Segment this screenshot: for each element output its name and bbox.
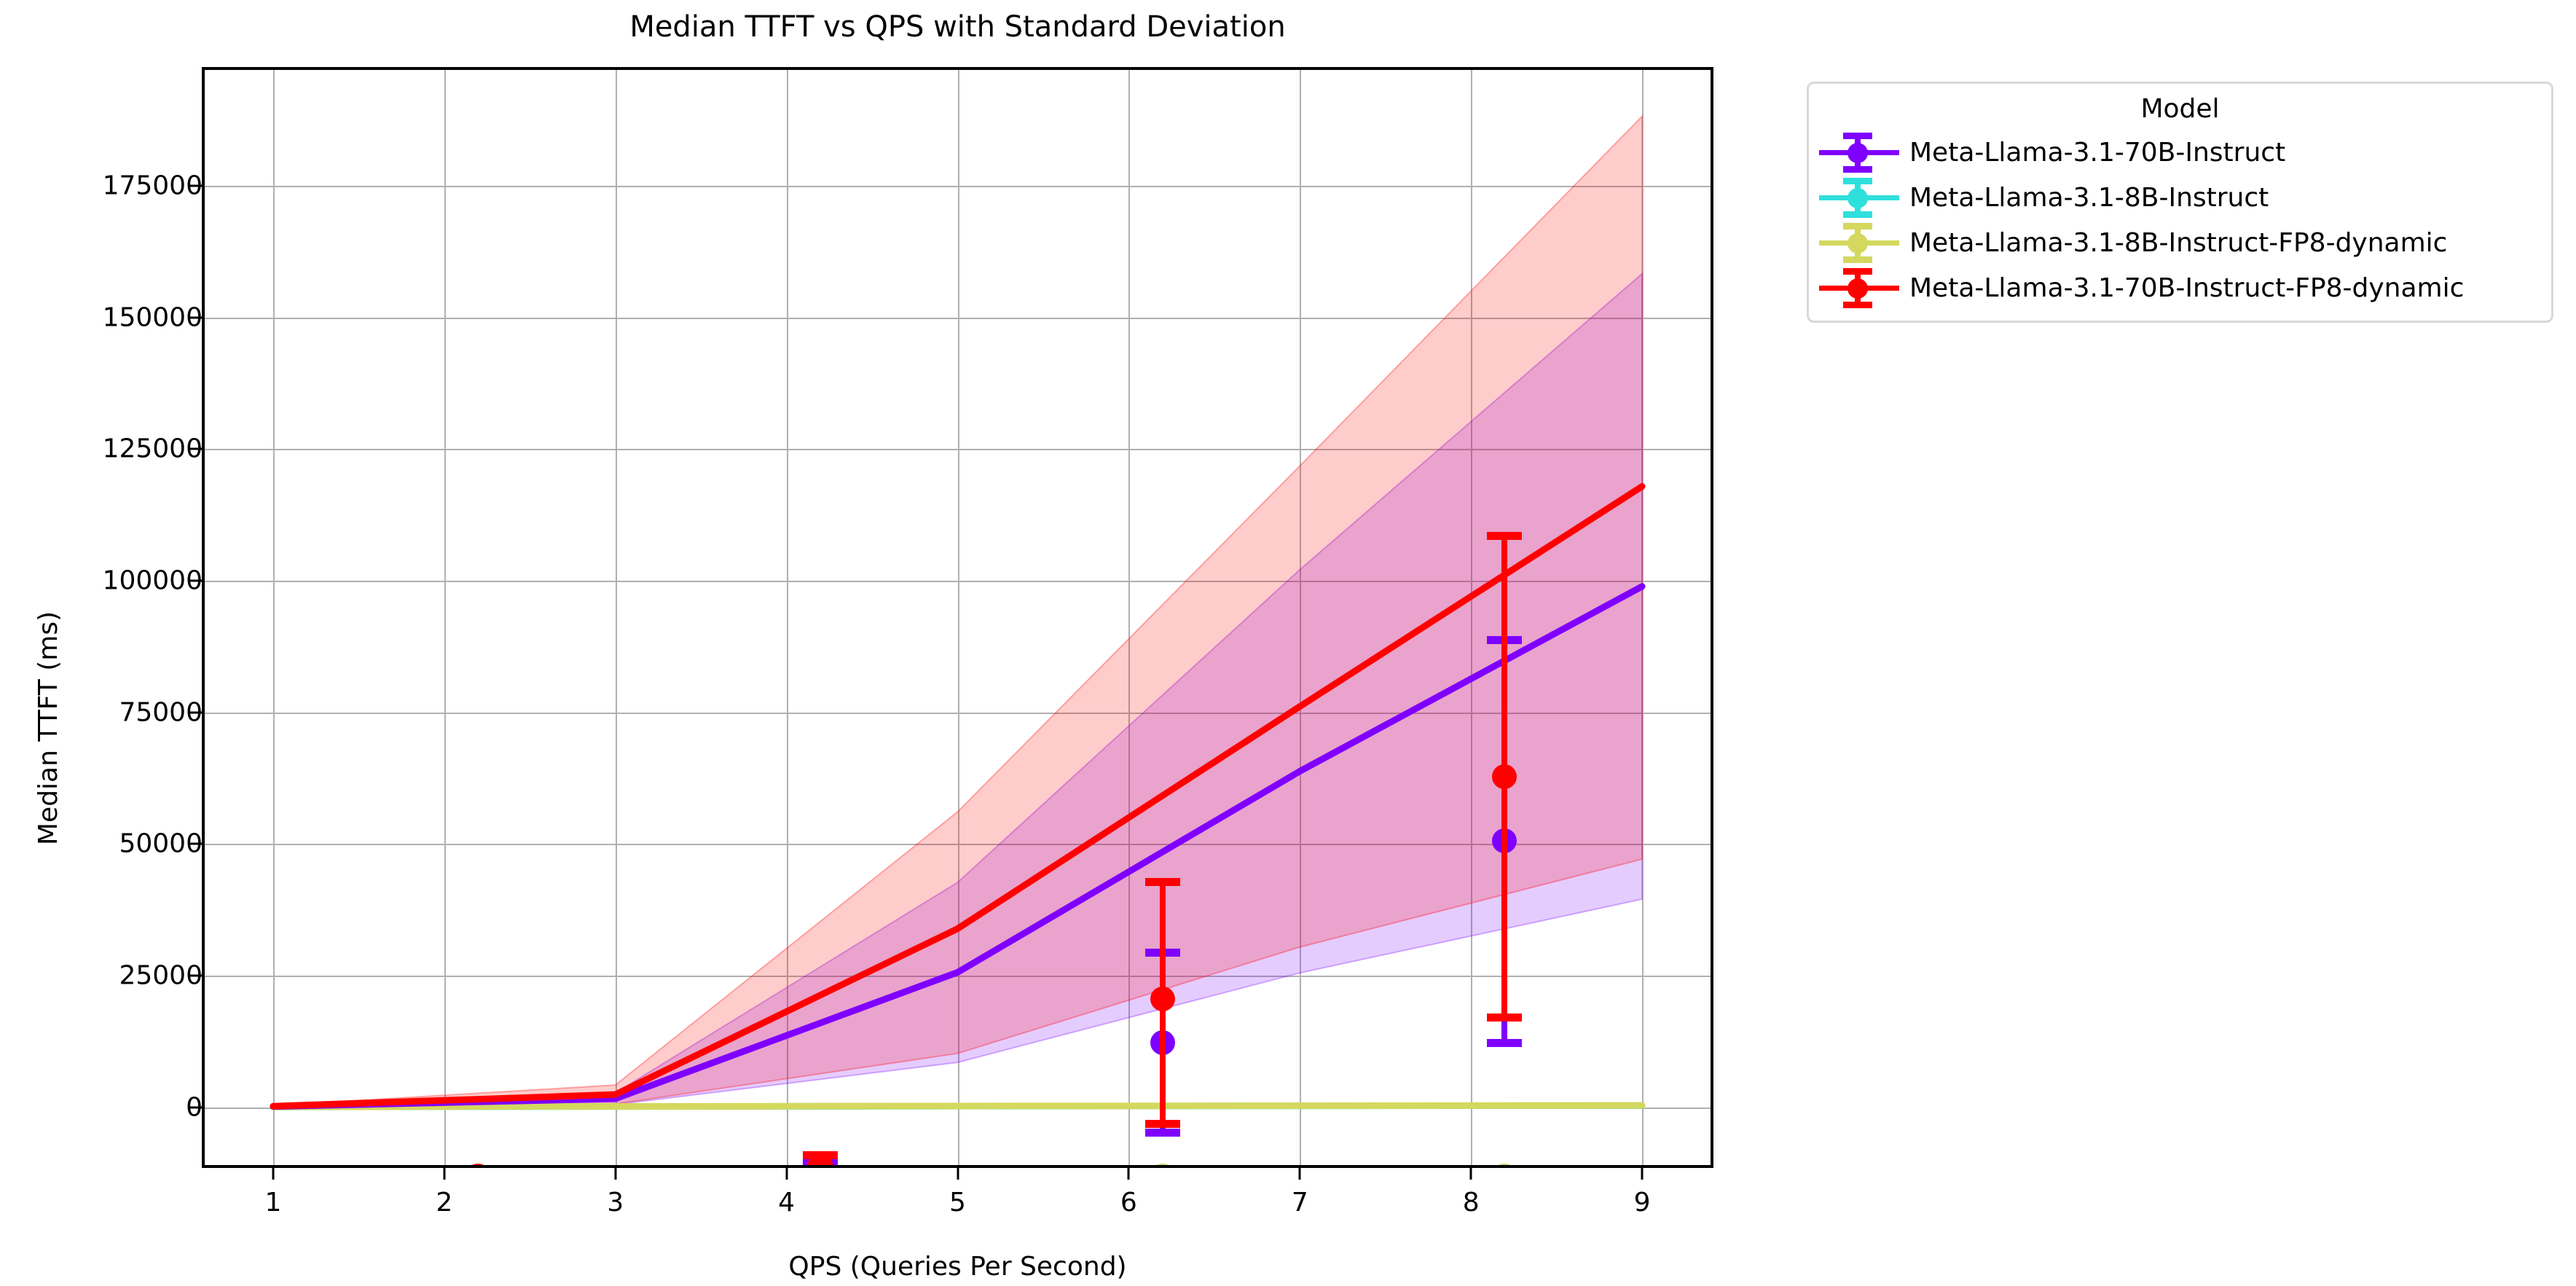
y-tick-label: 150000 xyxy=(102,302,203,333)
chart-title: Median TTFT vs QPS with Standard Deviati… xyxy=(629,10,1286,44)
legend-entries: Meta-Llama-3.1-70B-Instruct Meta-Llama-3.… xyxy=(1819,130,2541,310)
legend-marker-icon xyxy=(1819,223,1899,263)
gridline-vertical xyxy=(272,70,275,1165)
x-tick-label: 2 xyxy=(436,1188,453,1218)
x-tick-label: 7 xyxy=(1291,1188,1308,1218)
y-tick-mark xyxy=(190,842,202,845)
legend-entry[interactable]: Meta-Llama-3.1-70B-Instruct-FP8-dynamic xyxy=(1819,265,2541,310)
plot-area xyxy=(205,70,1711,1165)
x-tick-mark xyxy=(272,1168,275,1180)
data-point-marker xyxy=(1492,764,1517,789)
legend-entry[interactable]: Meta-Llama-3.1-8B-Instruct-FP8-dynamic xyxy=(1819,220,2541,265)
gridline-vertical xyxy=(786,70,788,1165)
error-bar-cap xyxy=(1144,1119,1180,1128)
y-tick-label: 175000 xyxy=(102,170,203,201)
legend-entry-label: Meta-Llama-3.1-70B-Instruct-FP8-dynamic xyxy=(1909,273,2465,303)
x-tick-label: 8 xyxy=(1462,1188,1480,1218)
legend-marker-icon xyxy=(1819,133,1899,173)
error-bar-cap xyxy=(1144,878,1180,887)
plot-frame xyxy=(202,67,1713,1168)
y-tick-mark xyxy=(190,711,202,714)
x-tick-mark xyxy=(443,1168,446,1180)
data-point-marker xyxy=(465,1164,490,1165)
data-point-marker xyxy=(807,1152,833,1165)
legend-marker-icon xyxy=(1819,268,1899,308)
legend-title: Model xyxy=(2140,94,2220,124)
legend-entry-label: Meta-Llama-3.1-8B-Instruct-FP8-dynamic xyxy=(1909,227,2448,258)
gridline-vertical xyxy=(1300,70,1302,1165)
x-tick-mark xyxy=(1469,1168,1472,1180)
y-tick-label: 50000 xyxy=(119,828,203,859)
std-band xyxy=(272,114,1644,1108)
gridline-vertical xyxy=(1471,70,1473,1165)
legend-entry[interactable]: Meta-Llama-3.1-8B-Instruct xyxy=(1819,175,2541,220)
y-tick-label: 75000 xyxy=(119,697,203,728)
data-point-marker xyxy=(1150,986,1175,1011)
y-tick-label: 0 xyxy=(186,1092,203,1122)
error-bar-cap xyxy=(1487,1013,1523,1022)
legend-entry-label: Meta-Llama-3.1-70B-Instruct xyxy=(1909,137,2286,168)
y-axis-title: Median TTFT (ms) xyxy=(34,611,63,845)
y-tick-mark xyxy=(190,316,202,319)
error-bar-cap xyxy=(1487,1039,1523,1048)
series-line xyxy=(270,1102,1646,1110)
legend-entry[interactable]: Meta-Llama-3.1-70B-Instruct xyxy=(1819,130,2541,175)
x-axis-title: QPS (Queries Per Second) xyxy=(788,1252,1127,1282)
legend-entry-label: Meta-Llama-3.1-8B-Instruct xyxy=(1909,182,2269,213)
x-tick-label: 3 xyxy=(607,1188,624,1218)
legend: Model Meta-Llama-3.1-70B-Instruct Meta-Ll… xyxy=(1807,82,2553,323)
x-tick-label: 5 xyxy=(949,1188,966,1218)
x-tick-label: 4 xyxy=(778,1188,796,1218)
x-tick-mark xyxy=(1127,1168,1130,1180)
x-tick-mark xyxy=(614,1168,617,1180)
y-tick-label: 25000 xyxy=(119,960,203,991)
x-tick-mark xyxy=(1298,1168,1301,1180)
x-tick-label: 6 xyxy=(1120,1188,1137,1218)
y-tick-mark xyxy=(190,447,202,450)
y-tick-mark xyxy=(190,1106,202,1108)
x-tick-label: 9 xyxy=(1633,1188,1651,1218)
series-layer xyxy=(270,114,1646,1110)
gridline-vertical xyxy=(444,70,446,1165)
x-tick-mark xyxy=(1641,1168,1644,1180)
data-point-marker xyxy=(1492,1163,1517,1165)
gridline-vertical xyxy=(957,70,959,1165)
y-tick-mark xyxy=(190,184,202,187)
error-bar-cap xyxy=(1487,532,1523,541)
y-tick-mark xyxy=(190,974,202,977)
series-line xyxy=(270,483,1646,1110)
gridline-vertical xyxy=(1128,70,1131,1165)
y-tick-mark xyxy=(190,579,202,582)
data-point-marker xyxy=(1150,1163,1175,1165)
x-tick-mark xyxy=(957,1168,959,1180)
x-tick-mark xyxy=(785,1168,788,1180)
gridline-vertical xyxy=(615,70,617,1165)
gridline-vertical xyxy=(1642,70,1644,1165)
x-tick-label: 1 xyxy=(264,1188,282,1218)
legend-marker-icon xyxy=(1819,178,1899,218)
y-tick-label: 125000 xyxy=(102,434,203,464)
y-tick-label: 100000 xyxy=(102,565,203,596)
error-bar-cap xyxy=(1144,1129,1180,1137)
